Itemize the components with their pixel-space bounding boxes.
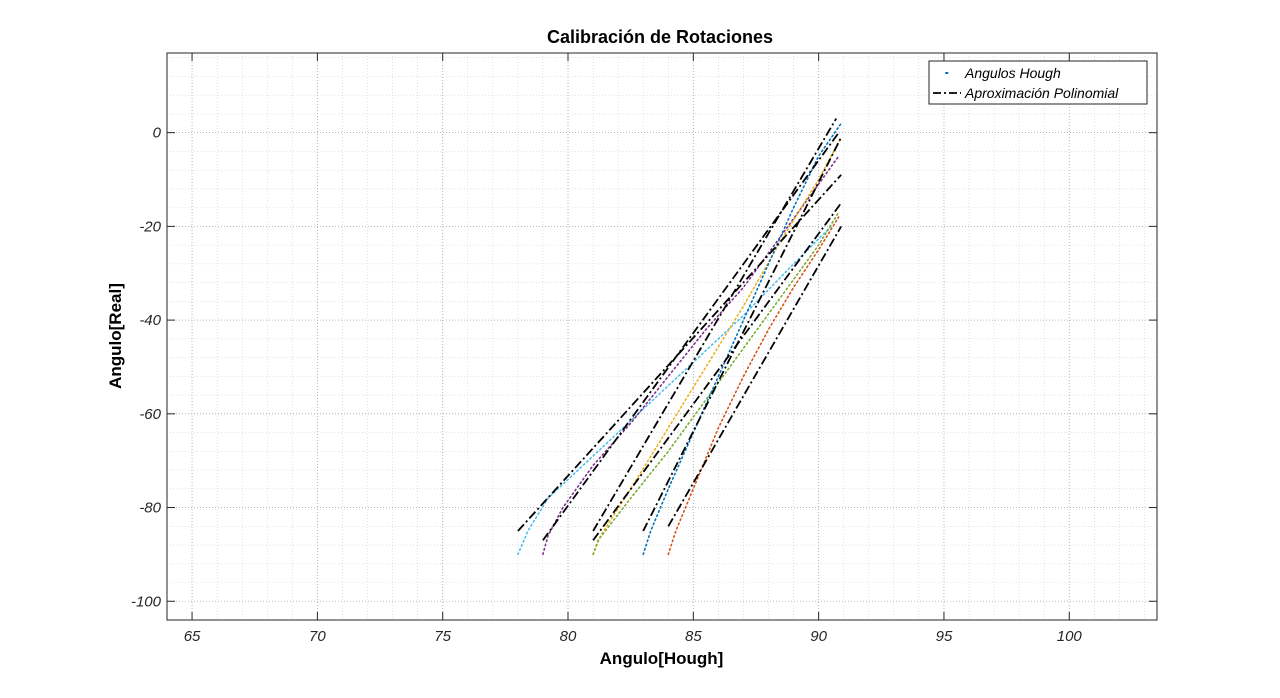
aproximacion-polinomial-series-9 [592,202,842,541]
aproximacion-polinomial-series-11 [667,225,842,527]
legend-box [928,60,1148,105]
chart-title: Calibración de Rotaciones [546,27,774,47]
x-tick-label: 65 [184,628,201,645]
x-axis-label: Angulo[Hough] [599,649,724,668]
angulos-hough-series-3 [592,211,840,556]
aproximacion-polinomial-series-10 [642,136,843,532]
x-tick-label: 100 [1057,628,1083,645]
aproximacion-polinomial-series-7 [542,132,840,541]
angulos-hough-series-1 [542,155,840,556]
y-tick-label: -80 [139,500,161,517]
y-tick-label: -60 [139,406,161,423]
y-axis-label: Angulo[Real] [106,283,125,389]
aproximacion-polinomial-series-8 [592,118,837,532]
x-tick-label: 95 [936,628,953,645]
y-tick-label: -40 [139,312,161,329]
major-grid [167,53,1157,620]
legend-label: Angulos Hough [964,65,1061,81]
axes-box [166,52,1158,621]
y-tick-label: 0 [153,125,162,142]
y-tick-label: -100 [131,593,162,610]
aproximacion-polinomial-series-6 [517,174,842,532]
x-tick-label: 85 [685,628,702,645]
legend-label: Aproximación Polinomial [964,85,1119,101]
x-tick-label: 90 [810,628,827,645]
y-tick-label: -20 [139,218,161,235]
legend: Angulos Hough Aproximación Polinomial [928,60,1148,105]
x-tick-label: 80 [560,628,577,645]
x-tick-label: 70 [309,628,326,645]
angulos-hough-series-5 [667,216,840,556]
angulos-hough-series-4 [642,122,843,556]
angulos-hough-series-2 [592,136,843,556]
plot-background [167,53,1157,620]
angulos-hough-series-0 [517,225,833,556]
x-tick-label: 75 [434,628,451,645]
